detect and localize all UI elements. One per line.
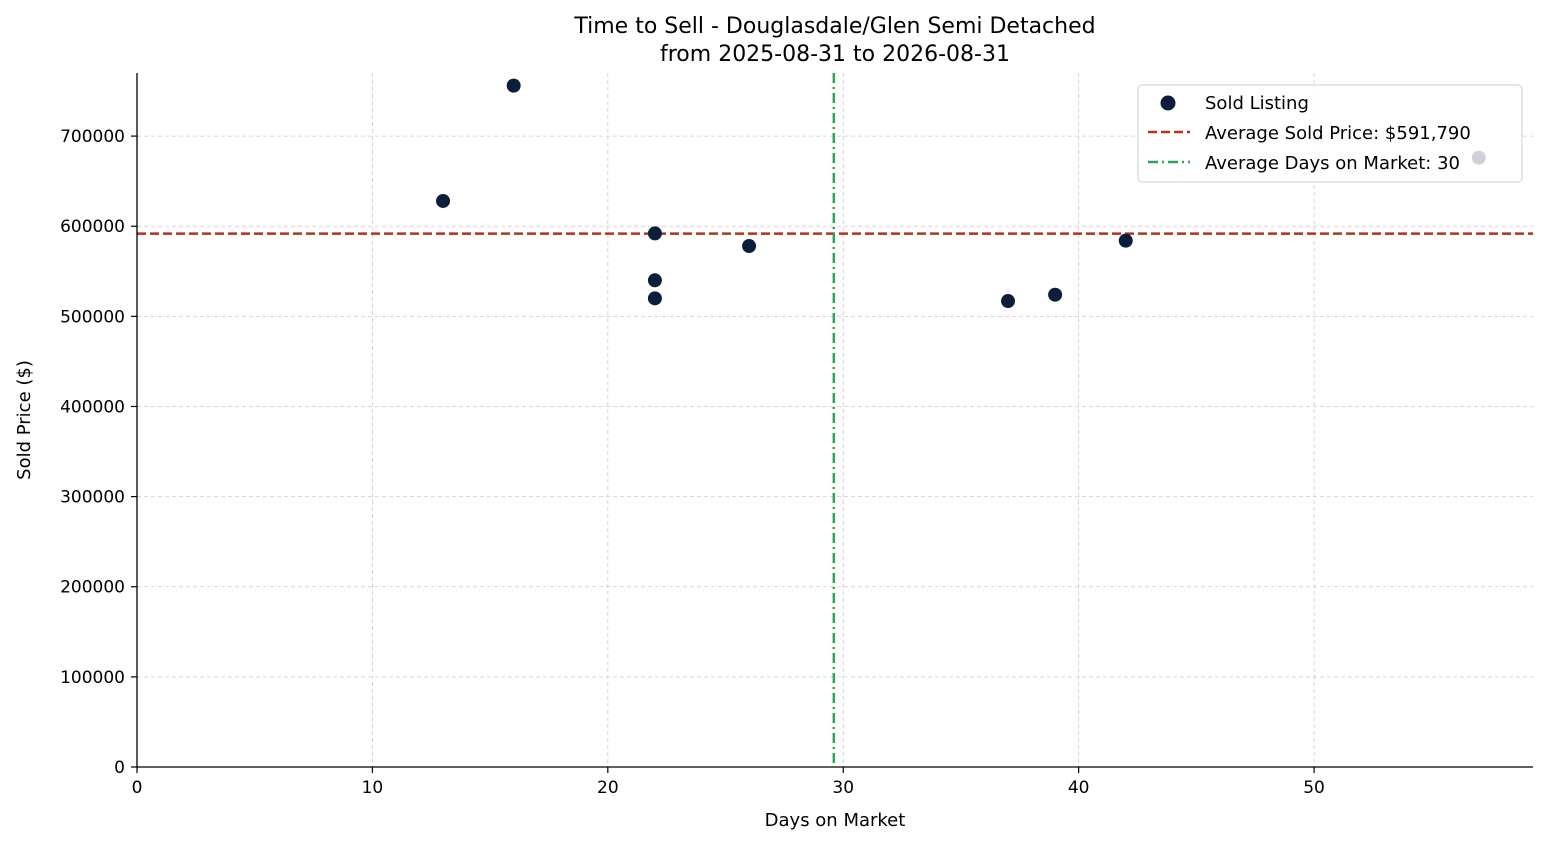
data-point bbox=[1118, 233, 1133, 248]
grid-lines bbox=[137, 73, 1533, 767]
y-axis-label: Sold Price ($) bbox=[14, 360, 35, 480]
x-tick-label: 0 bbox=[132, 778, 143, 798]
data-point bbox=[647, 226, 662, 241]
data-point bbox=[647, 291, 662, 306]
y-tick-label: 500000 bbox=[60, 307, 125, 327]
x-axis-ticks: 0 10 20 30 40 50 bbox=[132, 767, 1325, 798]
y-tick-label: 600000 bbox=[60, 217, 125, 237]
data-point bbox=[647, 273, 662, 288]
x-tick-label: 50 bbox=[1303, 778, 1325, 798]
data-point bbox=[506, 78, 521, 93]
legend-label-sold-listing: Sold Listing bbox=[1205, 93, 1309, 114]
y-tick-label: 100000 bbox=[60, 668, 125, 688]
data-point bbox=[436, 193, 451, 208]
reference-lines bbox=[137, 73, 1533, 767]
y-tick-label: 400000 bbox=[60, 397, 125, 417]
legend: Sold Listing Average Sold Price: $591,79… bbox=[1137, 84, 1523, 183]
data-point bbox=[1001, 294, 1016, 309]
data-point bbox=[742, 239, 757, 254]
y-tick-label: 0 bbox=[114, 758, 125, 778]
legend-label-average-price: Average Sold Price: $591,790 bbox=[1205, 123, 1471, 144]
y-tick-label: 300000 bbox=[60, 488, 125, 508]
data-point bbox=[1048, 287, 1063, 302]
x-tick-label: 10 bbox=[362, 778, 384, 798]
x-tick-label: 20 bbox=[597, 778, 619, 798]
chart-subtitle: from 2025-08-31 to 2026-08-31 bbox=[660, 42, 1010, 67]
x-tick-label: 40 bbox=[1068, 778, 1090, 798]
x-axis-label: Days on Market bbox=[765, 810, 906, 831]
y-tick-label: 700000 bbox=[60, 127, 125, 147]
legend-box bbox=[1137, 84, 1523, 183]
y-tick-label: 200000 bbox=[60, 578, 125, 598]
y-axis-ticks: 0 100000 200000 300000 400000 500000 600000 700… bbox=[60, 127, 137, 778]
legend-label-average-days: Average Days on Market: 30 bbox=[1205, 153, 1460, 174]
x-tick-label: 30 bbox=[832, 778, 854, 798]
chart-title: Time to Sell - Douglasdale/Glen Semi Det… bbox=[573, 14, 1095, 39]
legend-marker-sold-listing bbox=[1160, 95, 1176, 111]
